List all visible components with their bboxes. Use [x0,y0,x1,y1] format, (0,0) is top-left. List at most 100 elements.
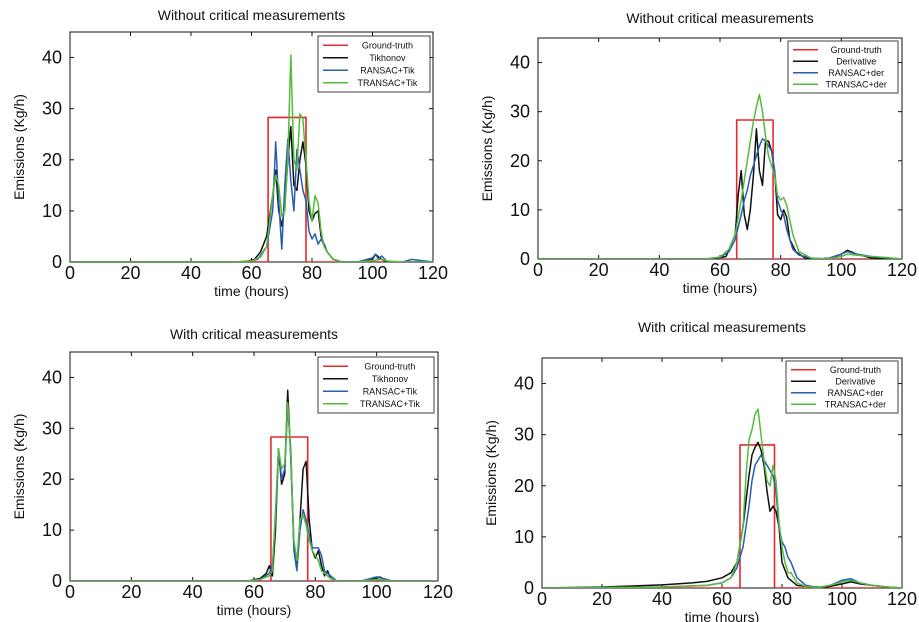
legend: Ground-truth Tikhonov RANSAC+Tik TRANSAC+Ti… [317,35,431,93]
legend-label: Tikhonov [369,53,406,63]
legend-label: TRANSAC+Tik [357,78,417,88]
y-axis-label: Emissions (Kg/h) [479,96,495,202]
x-tick-label: 100 [826,260,856,280]
series-line-ground-truth [542,444,902,588]
y-tick-label: 0 [520,249,530,269]
y-tick-label: 0 [52,252,62,272]
series-line-transac-der [542,408,902,588]
legend-label: Ground-truth [362,40,413,50]
series-line-ransac-tik [70,138,433,262]
x-tick-label: 120 [887,589,917,609]
x-tick-label: 0 [65,263,75,283]
legend: Ground-truth Tikhonov RANSAC+Tik TRANSAC+Ti… [317,356,435,414]
legend-label: RANSAC+der [828,68,884,78]
x-tick-label: 80 [772,589,792,609]
x-tick-label: 40 [652,589,672,609]
y-tick-label: 10 [514,527,534,547]
series-line-ransac-tik [70,407,438,581]
series-line-transac-tik [70,54,433,262]
x-tick-label: 80 [305,582,325,602]
x-tick-label: 120 [418,263,448,283]
legend-label: RANSAC+Tik [360,65,415,75]
series-line-derivative [542,441,902,588]
legend-label: RANSAC+Tik [363,386,418,396]
y-tick-label: 20 [42,150,62,170]
y-tick-label: 20 [510,151,530,171]
series-line-ground-truth [538,119,902,259]
y-tick-label: 30 [42,99,62,119]
x-tick-label: 60 [241,263,261,283]
series-line-transac-tik [70,402,438,581]
y-tick-label: 20 [514,476,534,496]
y-tick-label: 20 [42,469,62,489]
legend-label: Derivative [836,56,876,66]
legend-label: RANSAC+der [828,388,884,398]
y-tick-label: 10 [42,201,62,221]
chart-title: Without critical measurements [626,10,814,26]
chart-title: With critical measurements [638,319,806,335]
chart-title: With critical measurements [170,326,338,342]
y-tick-label: 30 [510,102,530,122]
chart-title: Without critical measurements [158,7,346,23]
y-tick-label: 0 [524,578,534,598]
x-tick-label: 0 [533,260,543,280]
x-axis-label: time (hours) [685,609,760,622]
series-group [70,54,433,262]
x-tick-label: 100 [827,589,857,609]
series-line-ransac-der [542,454,902,588]
series-line-ground-truth [70,116,433,262]
legend-label: TRANSAC+der [826,79,887,89]
y-axis-label: Emissions (Kg/h) [483,420,499,526]
x-axis-label: time (hours) [214,283,289,299]
series-line-tikhonov [70,125,433,262]
series-line-ground-truth [70,436,438,581]
x-tick-label: 0 [65,582,75,602]
y-tick-label: 0 [52,571,62,591]
series-group [542,408,902,588]
legend-label: Derivative [835,376,875,386]
x-tick-label: 80 [771,260,791,280]
x-tick-label: 60 [244,582,264,602]
x-tick-label: 0 [537,589,547,609]
x-tick-label: 40 [181,263,201,283]
y-axis-label: Emissions (Kg/h) [11,94,27,200]
x-tick-label: 20 [120,263,140,283]
legend-label: Ground-truth [831,45,882,55]
x-tick-label: 20 [592,589,612,609]
y-axis-label: Emissions (Kg/h) [11,414,27,520]
legend-label: Ground-truth [830,365,881,375]
x-tick-label: 100 [362,582,392,602]
chart-panel-2: Without critical measurements 0 20 40 60 80 10… [479,10,917,296]
y-tick-label: 10 [42,520,62,540]
x-tick-label: 20 [589,260,609,280]
legend-label: TRANSAC+Tik [360,399,420,409]
x-tick-label: 60 [710,260,730,280]
series-line-ransac-der [538,137,902,259]
y-tick-label: 40 [514,374,534,394]
x-axis-label: time (hours) [217,602,292,618]
chart-panel-1: Without critical measurements 0 20 40 60 80 10… [11,7,448,299]
x-tick-label: 100 [357,263,387,283]
x-axis-label: time (hours) [683,280,758,296]
x-tick-label: 40 [183,582,203,602]
legend-label: Ground-truth [364,361,415,371]
series-line-transac-der [538,93,902,259]
y-tick-label: 40 [42,367,62,387]
series-group [538,93,902,259]
y-tick-label: 30 [514,425,534,445]
x-tick-label: 120 [423,582,453,602]
legend-label: TRANSAC+der [825,399,886,409]
x-tick-label: 80 [302,263,322,283]
series-line-tikhonov [70,389,438,581]
x-tick-label: 40 [649,260,669,280]
x-tick-label: 120 [887,260,917,280]
y-tick-label: 40 [510,53,530,73]
y-tick-label: 40 [42,48,62,68]
legend-label: Tikhonov [372,374,409,384]
x-tick-label: 60 [712,589,732,609]
